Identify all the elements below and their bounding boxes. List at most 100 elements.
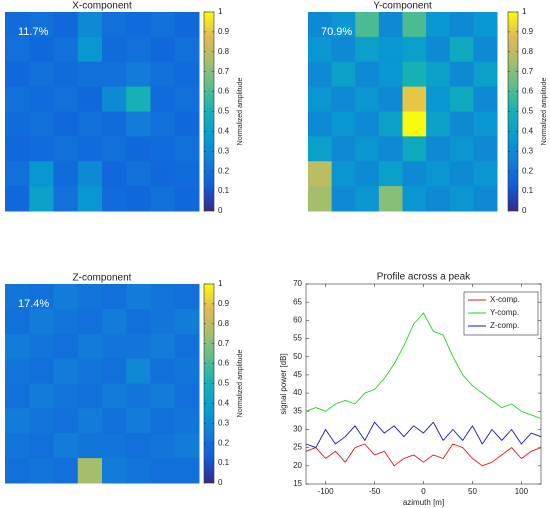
heatmap-cell bbox=[53, 36, 79, 63]
heatmap-cell bbox=[331, 186, 356, 212]
heatmap-cell bbox=[402, 136, 427, 162]
heatmap-cell bbox=[402, 36, 427, 63]
colorbar-tick-label: 0.3 bbox=[218, 146, 230, 155]
heatmap-cell bbox=[402, 61, 427, 88]
heatmap-cell bbox=[5, 433, 30, 459]
heatmap-cell bbox=[150, 358, 176, 384]
colorbar-tick-label: 0 bbox=[218, 478, 223, 487]
heatmap-cell bbox=[174, 36, 200, 63]
series-line bbox=[305, 421, 542, 449]
heatmap-cell bbox=[53, 358, 79, 384]
heatmap-cell bbox=[77, 284, 103, 310]
heatmap-cell bbox=[126, 161, 151, 187]
heatmap-cell bbox=[331, 36, 356, 63]
colorbar-tick-label: 1 bbox=[522, 7, 527, 16]
heatmap-cell bbox=[53, 458, 79, 484]
heatmap-cell bbox=[174, 61, 200, 88]
heatmap-cell bbox=[126, 136, 151, 162]
heatmap-cell bbox=[29, 308, 54, 335]
heatmap-cell bbox=[150, 136, 176, 162]
colorbar-tick-label: 0.8 bbox=[218, 319, 230, 328]
heatmap-cell bbox=[102, 12, 127, 38]
y-tick-label: 40 bbox=[293, 388, 302, 397]
heatmap-cell bbox=[126, 408, 151, 434]
heatmap-cell bbox=[126, 284, 151, 310]
colorbar-tick-label: 0.4 bbox=[522, 127, 534, 136]
colorbar-tick-label: 0.6 bbox=[218, 359, 230, 368]
heatmap-cell bbox=[473, 86, 498, 112]
colorbar-tick-label: 0.2 bbox=[218, 438, 230, 447]
heatmap-cell bbox=[102, 408, 127, 434]
x-tick-label: 0 bbox=[421, 487, 426, 496]
legend-label: Y-comp. bbox=[490, 308, 519, 317]
series-line bbox=[305, 443, 542, 467]
heatmap-cell bbox=[29, 458, 54, 484]
heatmap-cell bbox=[331, 136, 356, 162]
heatmap-cell bbox=[29, 383, 54, 409]
y-tick-label: 35 bbox=[293, 406, 302, 415]
heatmap-cell bbox=[29, 61, 54, 88]
heatmap-cell bbox=[426, 186, 451, 212]
heatmap-cell bbox=[449, 12, 474, 38]
heatmap-cell bbox=[77, 308, 103, 335]
annotation: 70.9% bbox=[321, 26, 352, 38]
heatmap-cell bbox=[402, 161, 427, 187]
heatmap-cell bbox=[53, 284, 79, 310]
heatmap-cell bbox=[150, 284, 176, 310]
heatmap-cell bbox=[308, 61, 333, 88]
heatmap-cell bbox=[449, 86, 474, 112]
annotation: 17.4% bbox=[18, 298, 49, 310]
heatmap-cell bbox=[77, 161, 103, 187]
heatmap-cell bbox=[426, 136, 451, 162]
heatmap-cell bbox=[53, 408, 79, 434]
heatmap-cell bbox=[308, 86, 333, 112]
colorbar-tick-label: 0.7 bbox=[218, 67, 230, 76]
colorbar-tick-label: 0.9 bbox=[522, 27, 534, 36]
heatmap-cell bbox=[29, 86, 54, 112]
heatmap-cell bbox=[53, 86, 79, 112]
heatmap-cell bbox=[5, 308, 30, 335]
heatmap-cell bbox=[308, 111, 333, 137]
y-tick-label: 60 bbox=[293, 315, 302, 324]
heatmap-cell bbox=[426, 61, 451, 88]
heatmap-cell bbox=[77, 36, 103, 63]
heatmap-cell bbox=[426, 36, 451, 63]
annotation: 11.7% bbox=[18, 26, 49, 38]
heatmap-cell bbox=[77, 458, 103, 484]
heatmap-cell bbox=[174, 433, 200, 459]
heatmap-cell bbox=[473, 186, 498, 212]
x-tick-label: -50 bbox=[369, 487, 381, 496]
x-axis-label: azimuth [m] bbox=[403, 498, 444, 507]
heatmap-cell bbox=[308, 186, 333, 212]
heatmap-cell bbox=[174, 284, 200, 310]
heatmap-cell bbox=[77, 408, 103, 434]
heatmap-cell bbox=[150, 12, 176, 38]
y-tick-label: 65 bbox=[293, 297, 302, 306]
heatmap-cell bbox=[126, 61, 151, 88]
panel-title: X-component bbox=[72, 1, 132, 12]
y-tick-label: 25 bbox=[293, 443, 302, 452]
heatmap-cell bbox=[355, 136, 380, 162]
heatmap-cell bbox=[29, 36, 54, 63]
heatmap-cell bbox=[174, 308, 200, 335]
heatmap-cell bbox=[5, 111, 30, 137]
colorbar-label: Normalized amplitude bbox=[237, 350, 244, 418]
colorbar-tick-label: 0.5 bbox=[218, 379, 230, 388]
colorbar-tick-label: 0.3 bbox=[522, 146, 534, 155]
colorbar-tick-label: 0.1 bbox=[218, 186, 230, 195]
heatmap-cell bbox=[426, 12, 451, 38]
panel-title: Z-component bbox=[73, 273, 132, 284]
heatmap-cell bbox=[174, 458, 200, 484]
heatmap-cell bbox=[150, 61, 176, 88]
heatmap-cell bbox=[29, 408, 54, 434]
heatmap-cell bbox=[378, 12, 403, 38]
heatmap-cell bbox=[150, 161, 176, 187]
heatmap-cell bbox=[5, 383, 30, 409]
colorbar-tick-label: 0.3 bbox=[218, 418, 230, 427]
heatmap-cell bbox=[473, 61, 498, 88]
colorbar-tick-label: 0.2 bbox=[522, 166, 534, 175]
x-tick-label: -100 bbox=[318, 487, 335, 496]
heatmap-cell bbox=[150, 36, 176, 63]
colorbar-tick-label: 0.1 bbox=[522, 186, 534, 195]
heatmap-cell bbox=[102, 284, 127, 310]
